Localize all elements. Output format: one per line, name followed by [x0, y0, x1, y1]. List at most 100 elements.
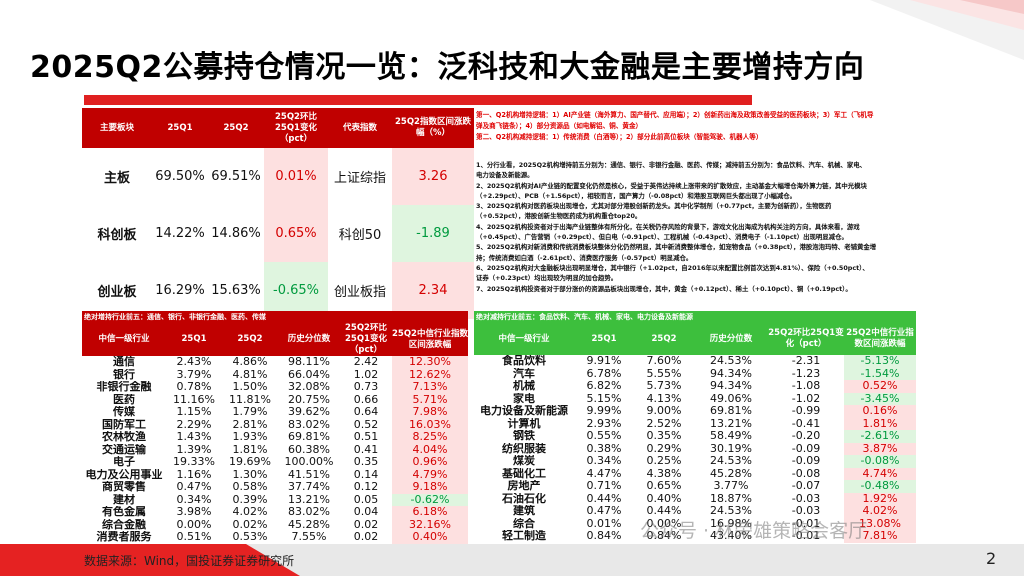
table-row: 创业板 16.29% 15.63% -0.65% 创业板指 2.34 [82, 262, 474, 319]
index-return: 9.18% [392, 481, 468, 494]
historical-percentile: 49.06% [710, 392, 752, 405]
q1-weight: 19.33% [173, 456, 215, 468]
note-line: 3、2025Q2机构对医药板块出现增仓，尤其对部分港股创新药龙头。其中化学制剂（… [476, 202, 832, 211]
index-return: 12.30% [392, 356, 468, 369]
decrease-table-body: 食品饮料 9.91% 7.60% 24.53% -2.31 -5.13% 汽车 6.78% 5.… [474, 355, 916, 543]
industry-name: 家电 [513, 392, 535, 405]
q1-weight: 2.93% [586, 417, 622, 430]
note-line: 7、2025Q2机构投资者对于部分涨价的资源品板块出现增仓，其中，黄金（+0.1… [476, 284, 852, 293]
weight-change: 0.41 [353, 443, 379, 456]
historical-percentile: 18.87% [710, 492, 752, 505]
table-row: 银行 3.79% 4.81% 66.04% 1.02 12.62% [82, 368, 468, 381]
sector-name: 科创板 [97, 228, 137, 243]
header-cell: 25Q2环比25Q1变化（pct） [264, 108, 328, 148]
sector-name: 主板 [103, 171, 130, 186]
weight-change: -0.01 [791, 530, 821, 542]
q2-weight: 0.25% [646, 455, 682, 467]
historical-percentile: 45.28% [710, 467, 752, 480]
q2-weight: 5.73% [646, 380, 682, 392]
weight-change: 0.66 [353, 393, 379, 406]
industry-name: 计算机 [507, 417, 541, 430]
historical-percentile: 98.11% [288, 356, 330, 368]
note-line: 持；传统消费如白酒（-2.61pct）、消费医疗服务（-0.57pct）明显减仓… [476, 253, 693, 262]
table-row: 综合 0.01% 0.00% 16.98% -0.01 13.08% [474, 517, 916, 530]
historical-percentile: 7.55% [291, 531, 327, 543]
header-cell: 25Q2指数区间涨跌幅（%） [392, 108, 474, 148]
table-row: 电力设备及新能源 9.99% 9.00% 69.81% -0.99 0.16% [474, 405, 916, 418]
industry-name: 机械 [513, 380, 535, 392]
q1-weight: 0.34% [586, 455, 622, 467]
q2-weight: 2.52% [646, 417, 682, 430]
value-cell: 14.86% [211, 226, 261, 241]
industry-name: 非银行金融 [96, 381, 152, 393]
q1-weight: 0.47% [586, 505, 622, 517]
industry-name: 医药 [113, 393, 135, 406]
header-cell: 25Q1 [574, 323, 634, 355]
header-cell: 主要板块 [82, 108, 152, 148]
historical-percentile: 83.02% [288, 506, 330, 518]
weight-change: -0.09 [791, 455, 821, 467]
historical-percentile: 16.98% [710, 517, 752, 530]
q1-weight: 9.91% [586, 355, 622, 367]
table-row: 有色金属 3.98% 4.02% 83.02% 0.04 6.18% [82, 506, 468, 519]
q2-weight: 4.02% [232, 506, 268, 518]
q1-weight: 3.98% [176, 506, 212, 518]
q2-weight: 0.39% [232, 493, 268, 506]
industry-name: 有色金属 [102, 506, 146, 518]
industry-name: 房地产 [507, 480, 541, 492]
note-line: 弹及商飞链条）；4）部分资源品（如电解铝、铜、黄金） [476, 122, 643, 130]
title-underline-bar [84, 95, 752, 105]
q2-weight: 0.44% [646, 505, 682, 517]
table-row: 钢铁 0.55% 0.35% 58.49% -0.20 -2.61% [474, 430, 916, 443]
q1-weight: 1.43% [176, 431, 212, 443]
index-return: 16.03% [392, 418, 468, 431]
note-line: 2、2025Q2机构对AI产业链的配置变化仍然是核心，受益于英伟达持续上涨带来的… [476, 181, 867, 190]
data-source: 数据来源：Wind，国投证券证券研究所 [84, 554, 295, 568]
change-cell: 0.01% [264, 148, 328, 205]
historical-percentile: 32.08% [288, 381, 330, 393]
industry-name: 汽车 [513, 367, 535, 380]
historical-percentile: 37.74% [288, 481, 330, 493]
header-cell: 25Q2环比25Q1变化（pct） [340, 323, 392, 356]
key-logic-notes: 第一、Q2机构增持逻辑：1）AI产业链（海外算力、国产替代、应用端）；2）创新药… [476, 110, 916, 143]
q1-weight: 2.29% [176, 418, 212, 431]
index-return: 4.79% [392, 468, 468, 481]
index-return: 32.16% [392, 518, 468, 531]
corner-decoration [870, 0, 1024, 60]
historical-percentile: 94.34% [710, 380, 752, 392]
index-return: 5.71% [392, 393, 468, 406]
table-row: 商贸零售 0.47% 0.58% 37.74% 0.12 9.18% [82, 481, 468, 494]
q2-weight: 0.00% [646, 517, 682, 530]
increase-holdings-banner: 绝对增持行业前五：通信、银行、非银行金融、医药、传媒 [82, 311, 468, 323]
index-return-cell: -1.89 [392, 205, 474, 262]
industry-name: 煤炭 [513, 455, 535, 467]
historical-percentile: 24.53% [710, 355, 752, 367]
table-row: 煤炭 0.34% 0.25% 24.53% -0.09 -0.08% [474, 455, 916, 468]
q1-weight: 6.78% [586, 367, 622, 380]
q2-weight: 11.81% [229, 393, 271, 406]
weight-change: -0.03 [791, 492, 821, 505]
table-row: 建材 0.34% 0.39% 13.21% 0.05 -0.62% [82, 493, 468, 506]
industry-name: 电子 [113, 456, 135, 468]
weight-change: 0.14 [353, 468, 379, 481]
q2-weight: 4.81% [232, 368, 268, 381]
note-line: 电力设备及新能源。 [476, 171, 534, 180]
table-row: 基础化工 4.47% 4.38% 45.28% -0.08 4.74% [474, 467, 916, 480]
decrease-table-header: 中信一级行业 25Q1 25Q2 历史分位数 25Q2环比25Q1变化（pct）… [474, 323, 916, 355]
weight-change: 0.12 [353, 481, 379, 493]
page-number: 2 [986, 549, 997, 568]
industry-name: 银行 [113, 368, 135, 381]
note-line: （+0.45pct）、广告营销（+0.29pct）、但白电（-0.91pct）、… [476, 233, 848, 242]
historical-percentile: 94.34% [710, 367, 752, 380]
change-cell: 0.65% [264, 205, 328, 262]
weight-change: 2.42 [353, 356, 379, 368]
q2-weight: 0.58% [232, 481, 268, 493]
table-row: 汽车 6.78% 5.55% 94.34% -1.23 -1.54% [474, 367, 916, 380]
header-cell: 25Q2环比25Q1变化（pct） [768, 323, 844, 355]
header-cell: 25Q1 [152, 108, 208, 148]
industry-name: 传媒 [113, 406, 135, 418]
q2-weight: 4.38% [646, 467, 682, 480]
industry-name: 综合金融 [102, 518, 146, 531]
index-return: -3.45% [844, 392, 916, 405]
table-row: 石油石化 0.44% 0.40% 18.87% -0.03 1.92% [474, 492, 916, 505]
